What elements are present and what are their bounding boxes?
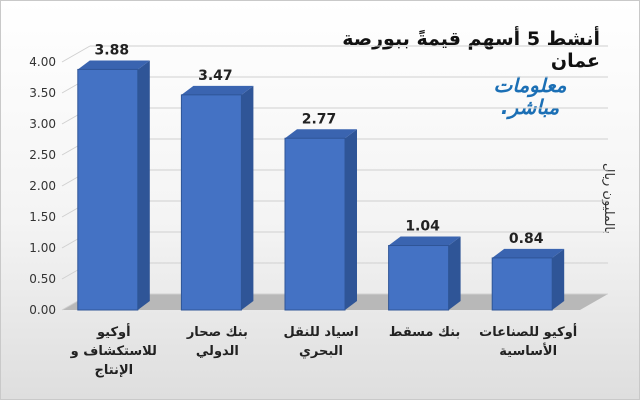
data-label: 3.47 [198,68,233,84]
y-tick-label: 3.00 [29,117,56,131]
y-tick-label: 0.00 [29,303,56,317]
bar [491,257,553,311]
bar-side [241,85,254,310]
y-tick-label: 2.50 [29,148,56,162]
bar-side [137,60,150,310]
x-tick-label: أوكيو للصناعات [479,323,577,340]
bar-top [388,236,461,246]
bar [77,68,139,311]
bar-side [345,129,357,310]
y-axis-label: بالمليون ريال [601,162,616,234]
data-label: 3.88 [95,42,130,58]
gridline-depth [61,45,91,63]
y-tick-label: 3.50 [29,86,56,100]
x-tick-label: اسياد للنقل [283,325,358,340]
x-tick-label: البحري [299,344,343,359]
brand-logo: معلومات مباشر. [480,74,580,118]
data-label: 1.04 [405,219,440,235]
x-tick-label: الإنتاج [95,363,134,378]
bar-side [448,236,461,310]
data-label: 0.84 [509,231,544,247]
bar-side [552,248,565,310]
y-tick-label: 0.50 [29,272,56,286]
bar-top [77,60,150,70]
bar-top [492,248,565,258]
y-tick-label: 2.00 [29,179,56,193]
bar-top [285,129,357,139]
bar-top [181,85,254,95]
x-tick-label: الأساسية [499,342,557,359]
brand-logo-line1: معلومات [493,73,567,97]
x-tick-label: أوكيو [96,323,131,340]
y-tick-label: 1.00 [29,241,56,255]
chart-title: أنشط 5 أسهم قيمةً ببورصة عمان [342,28,600,72]
bar [180,94,242,311]
data-label: 2.77 [302,111,337,127]
y-tick-label: 1.50 [29,210,56,224]
brand-logo-line2: مباشر. [500,95,560,119]
bar [284,137,346,311]
x-tick-label: بنك مسقط [389,325,460,340]
y-tick-label: 4.00 [29,55,56,69]
x-tick-label: للاستكشاف و [70,344,157,359]
x-tick-label: بنك صحار [186,325,248,340]
bar [388,245,450,311]
x-tick-label: الدولي [196,344,239,359]
